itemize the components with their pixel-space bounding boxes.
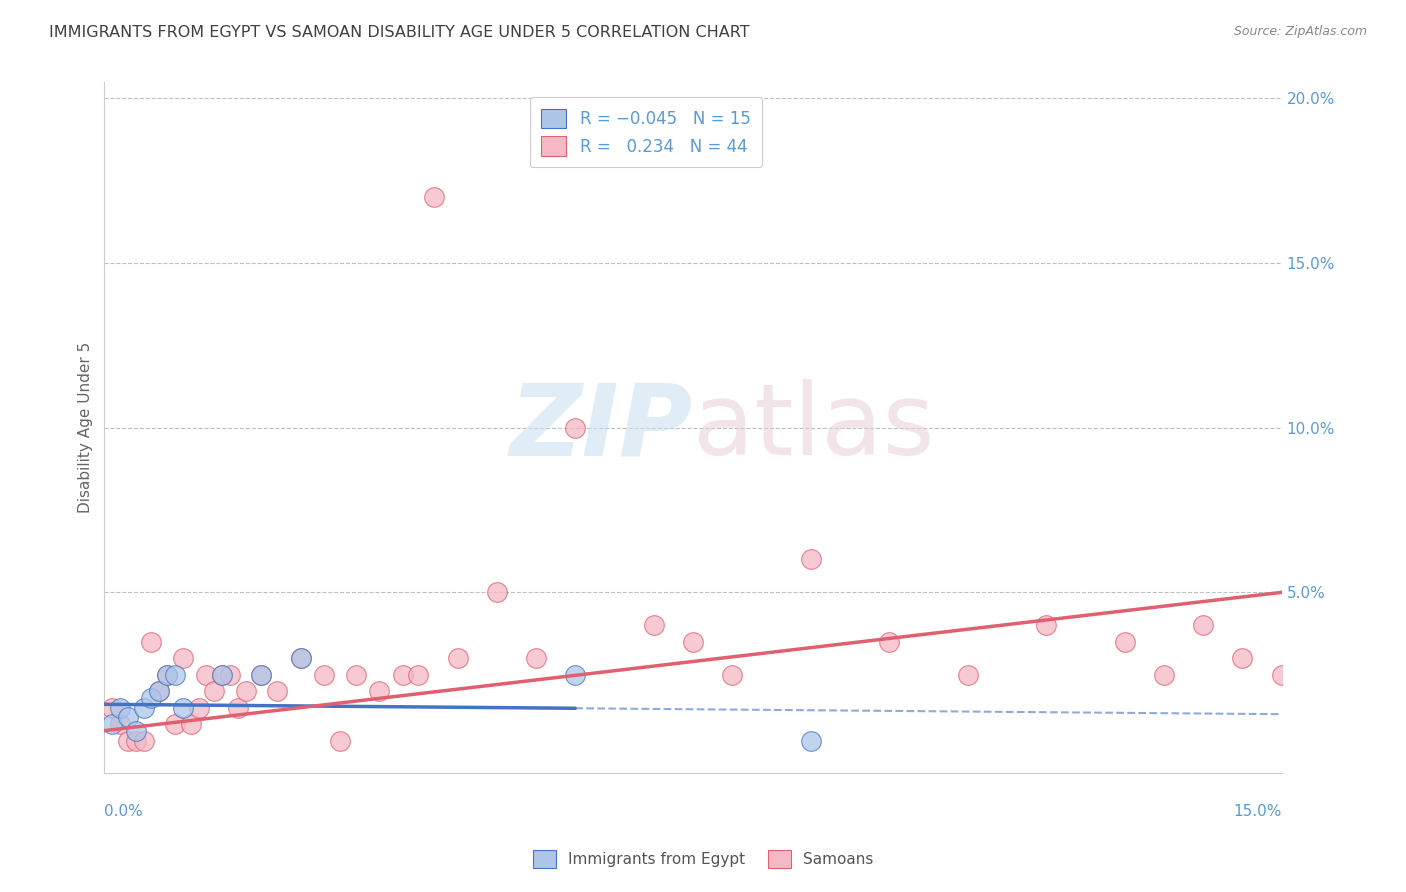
Point <box>368 684 391 698</box>
Point <box>1035 618 1057 632</box>
Text: IMMIGRANTS FROM EGYPT VS SAMOAN DISABILITY AGE UNDER 5 CORRELATION CHART: IMMIGRANTS FROM EGYPT VS SAMOAN DISABILI… <box>49 25 749 40</box>
Point <box>800 733 823 747</box>
Point <box>564 667 586 681</box>
Point <box>446 651 468 665</box>
Text: Source: ZipAtlas.com: Source: ZipAtlas.com <box>1233 25 1367 38</box>
Point <box>219 667 242 681</box>
Point <box>195 667 218 681</box>
Point <box>156 667 179 681</box>
Point <box>125 733 148 747</box>
Point <box>408 667 430 681</box>
Point <box>877 634 900 648</box>
Point <box>329 733 352 747</box>
Point <box>211 667 233 681</box>
Point <box>132 733 155 747</box>
Point <box>163 717 186 731</box>
Point <box>187 700 209 714</box>
Point <box>202 684 225 698</box>
Point <box>800 552 823 566</box>
Point <box>101 717 124 731</box>
Point <box>643 618 665 632</box>
Point <box>1270 667 1292 681</box>
Point <box>211 667 233 681</box>
Point <box>290 651 312 665</box>
Legend: R = −0.045   N = 15, R =   0.234   N = 44: R = −0.045 N = 15, R = 0.234 N = 44 <box>530 97 762 168</box>
Text: ZIP: ZIP <box>510 379 693 476</box>
Point <box>1232 651 1254 665</box>
Point <box>172 651 194 665</box>
Point <box>132 700 155 714</box>
Point <box>266 684 288 698</box>
Text: 0.0%: 0.0% <box>104 804 143 819</box>
Point <box>250 667 273 681</box>
Point <box>956 667 979 681</box>
Point <box>180 717 202 731</box>
Point <box>235 684 257 698</box>
Point <box>721 667 744 681</box>
Point <box>1153 667 1175 681</box>
Point <box>117 733 139 747</box>
Point <box>564 420 586 434</box>
Point <box>485 585 508 599</box>
Y-axis label: Disability Age Under 5: Disability Age Under 5 <box>79 342 93 513</box>
Point <box>148 684 170 698</box>
Legend: Immigrants from Egypt, Samoans: Immigrants from Egypt, Samoans <box>524 843 882 875</box>
Point <box>117 710 139 724</box>
Point <box>108 700 131 714</box>
Point <box>141 634 163 648</box>
Point <box>290 651 312 665</box>
Point <box>314 667 336 681</box>
Point <box>156 667 179 681</box>
Point <box>682 634 704 648</box>
Point <box>391 667 413 681</box>
Text: 15.0%: 15.0% <box>1233 804 1281 819</box>
Text: atlas: atlas <box>693 379 935 476</box>
Point <box>163 667 186 681</box>
Point <box>1114 634 1136 648</box>
Point <box>172 700 194 714</box>
Point <box>125 723 148 738</box>
Point <box>1192 618 1215 632</box>
Point <box>148 684 170 698</box>
Point <box>226 700 249 714</box>
Point <box>108 717 131 731</box>
Point <box>524 651 547 665</box>
Point <box>250 667 273 681</box>
Point <box>344 667 367 681</box>
Point <box>423 190 446 204</box>
Point <box>141 690 163 705</box>
Point <box>101 700 124 714</box>
